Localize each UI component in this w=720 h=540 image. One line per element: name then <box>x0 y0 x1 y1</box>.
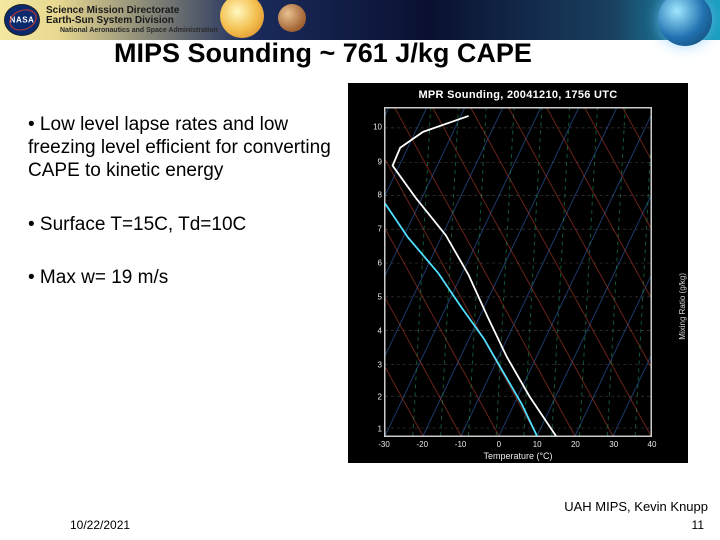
credit-text: UAH MIPS, Kevin Knupp <box>564 499 708 514</box>
bullet-item: • Surface T=15C, Td=10C <box>28 213 340 236</box>
jupiter-icon <box>278 4 306 32</box>
content-area: • Low level lapse rates and low freezing… <box>0 83 720 463</box>
y-tick: 6 <box>368 259 382 268</box>
x-tick: -10 <box>455 440 467 449</box>
y-tick: 5 <box>368 293 382 302</box>
chart-title: MPR Sounding, 20041210, 1756 UTC <box>348 83 688 101</box>
y-tick: 8 <box>368 191 382 200</box>
x-tick: 20 <box>571 440 580 449</box>
x-axis-label: Temperature (°C) <box>483 451 552 461</box>
y-tick: 9 <box>368 158 382 167</box>
footer-page-number: 11 <box>692 518 704 532</box>
header-text-block: Science Mission Directorate Earth-Sun Sy… <box>46 6 218 34</box>
x-tick: 10 <box>533 440 542 449</box>
y-tick: 4 <box>368 327 382 336</box>
nasa-logo-text: NASA <box>10 16 35 25</box>
y-tick: 10 <box>368 123 382 132</box>
x-tick: 0 <box>497 440 501 449</box>
header-line-2: Earth-Sun System Division <box>46 16 218 27</box>
skewt-chart: MPR Sounding, 20041210, 1756 UTC 1098765… <box>348 83 688 463</box>
y-tick: 1 <box>368 425 382 434</box>
bullet-item: • Max w= 19 m/s <box>28 266 340 289</box>
plot-area <box>384 107 652 437</box>
y-tick: 3 <box>368 361 382 370</box>
header-banner: NASA Science Mission Directorate Earth-S… <box>0 0 720 40</box>
y-tick: 7 <box>368 225 382 234</box>
nasa-logo-icon: NASA <box>4 4 40 36</box>
header-line-3: National Aeronautics and Space Administr… <box>60 27 218 34</box>
x-tick: -20 <box>417 440 429 449</box>
skewt-svg <box>385 108 651 436</box>
bullet-list: • Low level lapse rates and low freezing… <box>0 83 340 463</box>
x-tick: 40 <box>648 440 657 449</box>
x-tick: 30 <box>609 440 618 449</box>
bullet-item: • Low level lapse rates and low freezing… <box>28 113 340 183</box>
x-tick: -30 <box>378 440 390 449</box>
footer-date: 10/22/2021 <box>70 518 130 532</box>
right-y-axis-label: Mixing Ratio (g/kg) <box>679 273 688 340</box>
slide-title: MIPS Sounding ~ 761 J/kg CAPE <box>114 38 720 69</box>
y-tick: 2 <box>368 393 382 402</box>
